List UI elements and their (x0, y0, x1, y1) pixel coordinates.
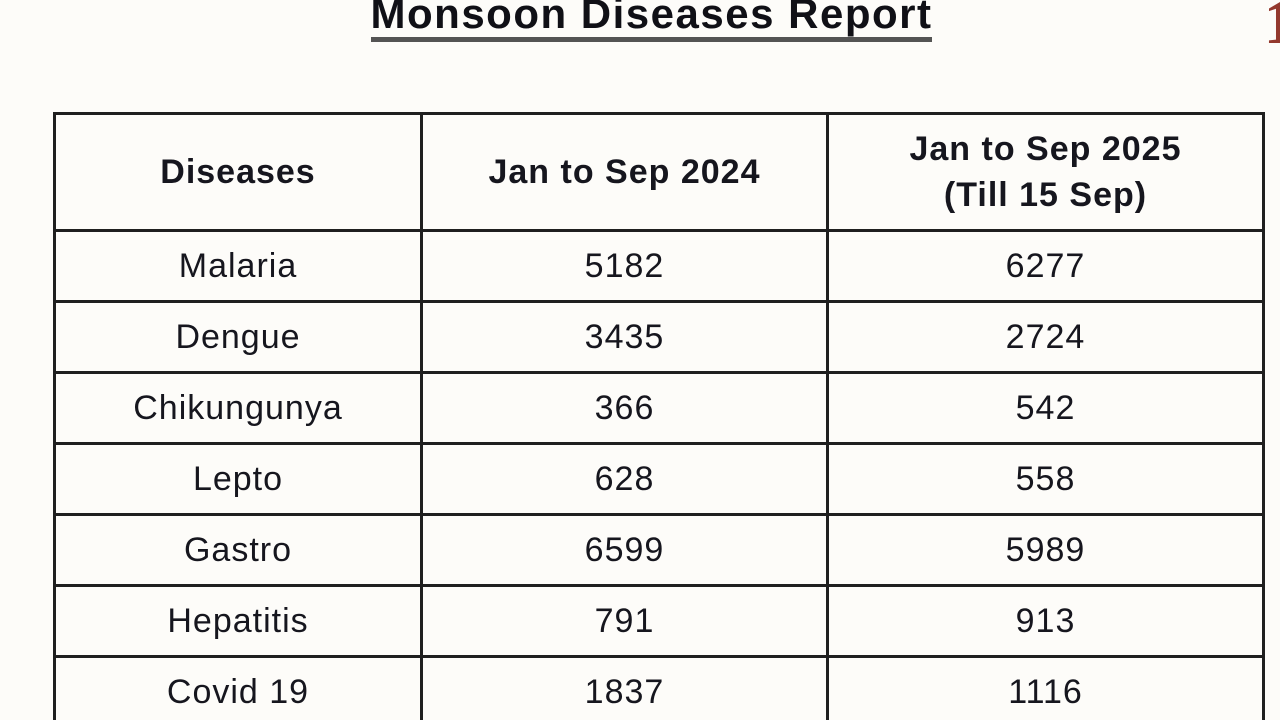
count-2024-cell: 5182 (420, 229, 829, 303)
disease-cell: Hepatitis (53, 584, 423, 658)
count-2025-cell: 1116 (826, 655, 1265, 720)
count-2024-cell: 3435 (420, 300, 829, 374)
count-2024-cell: 366 (420, 371, 829, 445)
table-row: Lepto 628 558 (53, 442, 1265, 516)
count-2025-cell: 542 (826, 371, 1265, 445)
count-2024-cell: 628 (420, 442, 829, 516)
disease-cell: Lepto (53, 442, 423, 516)
table-row: Hepatitis 791 913 (53, 584, 1265, 658)
disease-cell: Malaria (53, 229, 423, 303)
disease-cell: Chikungunya (53, 371, 423, 445)
table-row: Dengue 3435 2724 (53, 300, 1265, 374)
report-title: Monsoon Diseases Report (0, 0, 1280, 47)
disease-cell: Covid 19 (53, 655, 423, 720)
disease-cell: Dengue (53, 300, 423, 374)
report-title-text: Monsoon Diseases Report (370, 0, 933, 42)
page-number: 1 (1264, 0, 1280, 57)
count-2024-cell: 1837 (420, 655, 829, 720)
header-period-2025: Jan to Sep 2025 (Till 15 Sep) (826, 112, 1265, 232)
table-row: Covid 19 1837 1116 (53, 655, 1265, 720)
count-2025-cell: 558 (826, 442, 1265, 516)
diseases-table: Diseases Jan to Sep 2024 Jan to Sep 2025… (53, 112, 1265, 720)
table-body: Malaria 5182 6277 Dengue 3435 2724 Chiku… (53, 229, 1265, 720)
disease-cell: Gastro (53, 513, 423, 587)
count-2025-cell: 5989 (826, 513, 1265, 587)
header-period-2024: Jan to Sep 2024 (420, 112, 829, 232)
count-2025-cell: 913 (826, 584, 1265, 658)
count-2025-cell: 2724 (826, 300, 1265, 374)
table-row: Malaria 5182 6277 (53, 229, 1265, 303)
table-row: Chikungunya 366 542 (53, 371, 1265, 445)
count-2024-cell: 6599 (420, 513, 829, 587)
table-row: Gastro 6599 5989 (53, 513, 1265, 587)
header-row: Diseases Jan to Sep 2024 Jan to Sep 2025… (53, 112, 1265, 232)
count-2025-cell: 6277 (826, 229, 1265, 303)
header-diseases: Diseases (53, 112, 423, 232)
count-2024-cell: 791 (420, 584, 829, 658)
table-header: Diseases Jan to Sep 2024 Jan to Sep 2025… (53, 112, 1265, 232)
